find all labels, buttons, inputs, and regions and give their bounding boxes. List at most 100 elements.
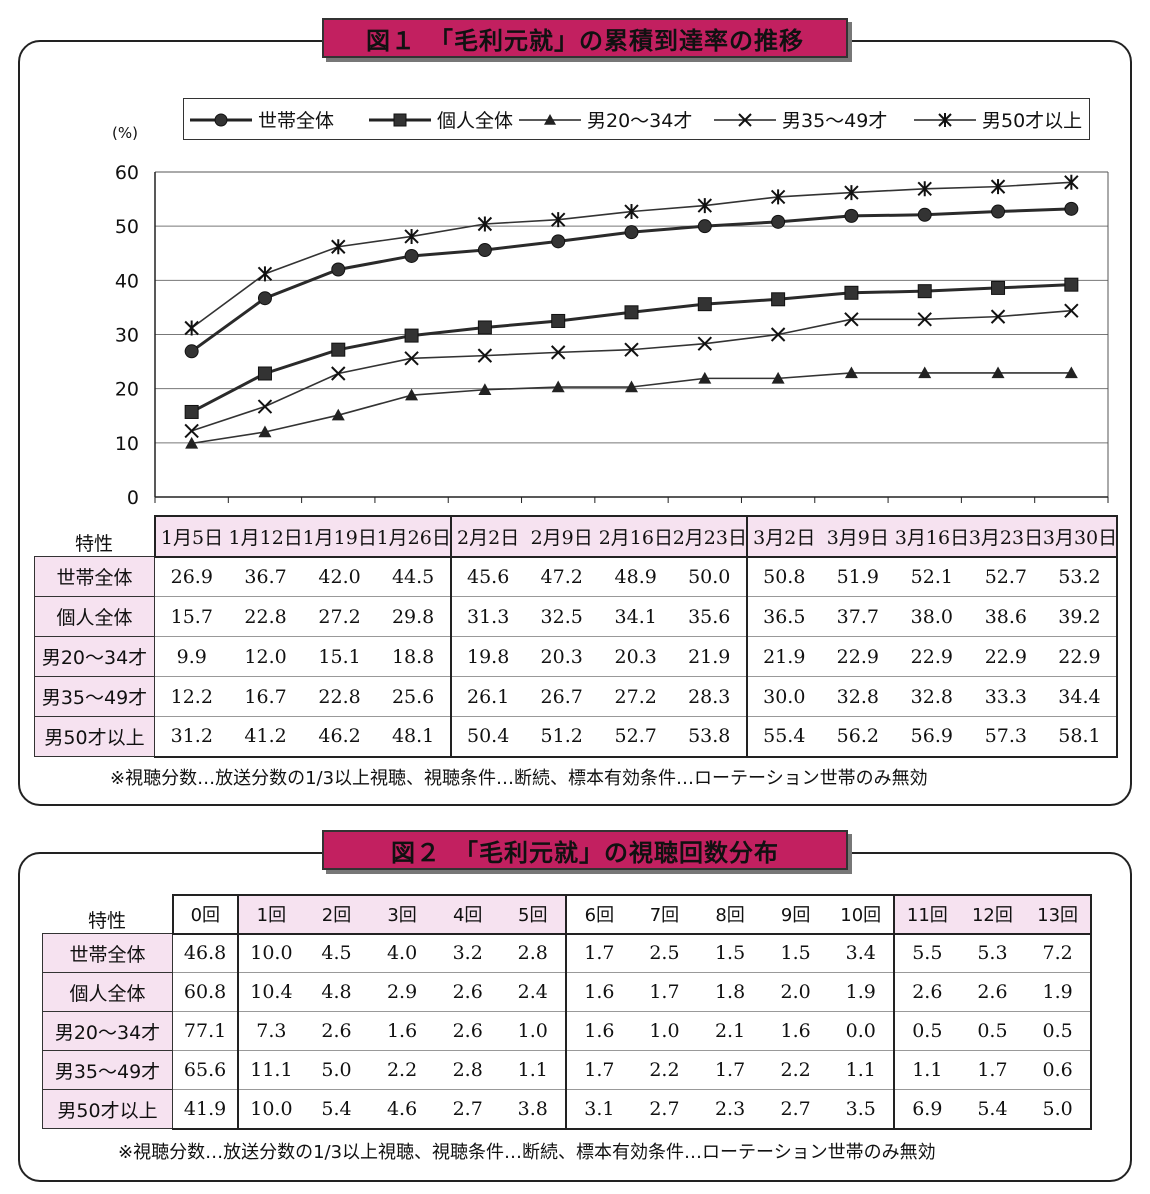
column-header: 3月2日 xyxy=(745,515,821,557)
data-point xyxy=(331,239,346,255)
row-label: 男35～49才 xyxy=(42,1050,173,1090)
table-cell: 10.0 xyxy=(237,1089,304,1130)
data-point xyxy=(184,404,199,419)
column-header: 1月19日 xyxy=(302,515,377,557)
table-cell: 34.4 xyxy=(1042,676,1119,717)
data-point xyxy=(844,208,859,223)
table-cell: 31.3 xyxy=(449,596,525,637)
data-point xyxy=(771,371,785,384)
table-cell: 22.8 xyxy=(302,676,377,717)
column-header: 11回 xyxy=(893,894,960,934)
figure2-title: 図２ 「毛利元就」の視聴回数分布 xyxy=(322,830,848,870)
table-cell: 21.9 xyxy=(745,636,821,677)
table-cell: 60.8 xyxy=(172,972,239,1012)
legend-marker xyxy=(938,113,952,127)
legend-item-3: 男20～34才 xyxy=(519,110,692,132)
table-cell: 2.7 xyxy=(434,1089,501,1130)
data-point xyxy=(185,436,199,449)
table-cell: 22.9 xyxy=(1042,636,1119,677)
data-point xyxy=(1064,277,1079,292)
figure1-note: ※視聴分数…放送分数の1/3以上視聴、視聴条件…断続、標本有効条件…ローテーショ… xyxy=(110,768,928,789)
table-cell: 32.8 xyxy=(820,676,895,717)
table-cell: 2.9 xyxy=(369,972,435,1012)
table-cell: 51.9 xyxy=(820,555,895,597)
table-cell: 5.4 xyxy=(303,1089,370,1130)
table-cell: 27.2 xyxy=(598,676,673,717)
y-tick-label: 20 xyxy=(115,379,139,401)
column-header: 8回 xyxy=(697,894,763,934)
data-point xyxy=(697,219,712,234)
data-point xyxy=(990,309,1006,324)
table-cell: 1.0 xyxy=(500,1011,567,1051)
table-cell: 12.0 xyxy=(228,636,303,677)
table-cell: 35.6 xyxy=(672,596,747,637)
legend-item-1: 世帯全体 xyxy=(190,110,334,132)
table-cell: 2.6 xyxy=(893,972,960,1012)
table-cell: 20.3 xyxy=(598,636,673,677)
data-point xyxy=(478,383,492,395)
data-point xyxy=(697,336,713,351)
table-cell: 53.8 xyxy=(672,716,747,758)
table-cell: 1.1 xyxy=(500,1050,567,1090)
row-label: 男50才以上 xyxy=(42,1089,173,1129)
data-point xyxy=(990,179,1006,195)
table-cell: 50.8 xyxy=(745,555,821,597)
table-cell: 52.7 xyxy=(598,716,673,758)
figure2-data-table: 特性 0回 1回 2回 3回 4回 5回 6回 7回 8回 9回 10回 11回 12回 13回 世帯全体 46… xyxy=(42,894,1092,1130)
data-point xyxy=(331,342,346,357)
y-tick-label: 40 xyxy=(115,270,139,292)
table-cell: 1.6 xyxy=(762,1011,829,1051)
data-point xyxy=(404,328,419,343)
table-cell: 2.5 xyxy=(631,932,698,973)
column-header: 3月23日 xyxy=(968,515,1043,557)
data-point xyxy=(624,342,639,357)
table-cell: 2.8 xyxy=(500,932,567,973)
data-point xyxy=(184,320,199,336)
table-cell: 50.4 xyxy=(449,716,525,758)
column-header: 1月5日 xyxy=(153,515,229,557)
row-label: 世帯全体 xyxy=(34,556,155,597)
row-header-label: 特性 xyxy=(34,516,155,557)
data-point xyxy=(257,291,272,306)
table-cell: 57.3 xyxy=(968,716,1043,758)
table-cell: 22.9 xyxy=(968,636,1043,677)
data-point xyxy=(1064,201,1079,216)
column-header: 4回 xyxy=(434,894,501,934)
series-2 xyxy=(184,277,1079,419)
table-cell: 1.5 xyxy=(697,932,763,973)
table-cell: 1.8 xyxy=(697,972,763,1012)
data-point xyxy=(551,313,566,328)
table-cell: 27.2 xyxy=(302,596,377,637)
table-cell: 1.9 xyxy=(1025,972,1092,1012)
table-row: 男20～34才 77.1 7.3 2.6 1.6 2.6 1.0 1.6 1.0 2.1 1.6 0.… xyxy=(42,1011,1092,1051)
data-point xyxy=(1064,174,1079,190)
data-point xyxy=(844,312,859,327)
table-cell: 19.8 xyxy=(449,636,525,677)
table-cell: 41.9 xyxy=(172,1089,239,1130)
table-cell: 3.5 xyxy=(828,1089,895,1130)
data-point xyxy=(991,280,1006,295)
data-point xyxy=(844,366,858,379)
table-cell: 1.1 xyxy=(893,1050,960,1090)
data-point xyxy=(770,327,786,342)
data-point xyxy=(697,297,712,312)
table-cell: 9.9 xyxy=(154,636,229,677)
table-cell: 1.7 xyxy=(959,1050,1026,1090)
data-point xyxy=(771,292,786,307)
data-point xyxy=(698,371,712,384)
table-cell: 51.2 xyxy=(524,716,599,758)
data-point xyxy=(844,185,859,201)
series-3 xyxy=(185,366,1078,449)
row-label: 男50才以上 xyxy=(34,716,155,757)
data-point xyxy=(257,399,273,414)
table-cell: 2.6 xyxy=(434,972,501,1012)
data-point xyxy=(477,216,493,232)
data-point xyxy=(624,305,639,320)
table-cell: 2.0 xyxy=(762,972,829,1012)
table-cell: 1.1 xyxy=(828,1050,895,1090)
table-row: 男50才以上 31.2 41.2 46.2 48.1 50.4 51.2 52.7 53.8 55… xyxy=(34,716,1119,758)
table-cell: 39.2 xyxy=(1042,596,1119,637)
table-cell: 0.5 xyxy=(959,1011,1026,1051)
table-cell: 33.3 xyxy=(968,676,1043,717)
table-cell: 15.1 xyxy=(302,636,377,677)
